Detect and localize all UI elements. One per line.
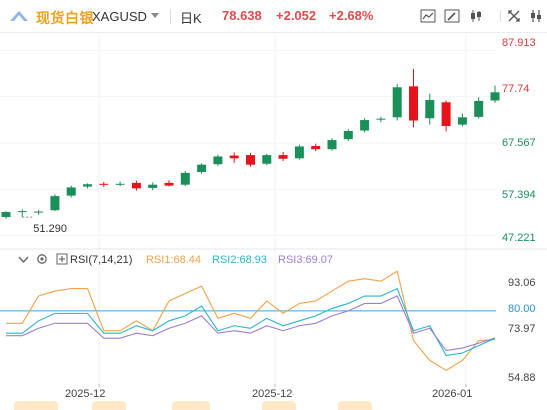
draw-button[interactable]	[442, 7, 462, 25]
rsi-tick-label: 93.06	[508, 277, 536, 289]
period-selector[interactable]: 日K	[180, 11, 202, 26]
add-indicator-icon[interactable]	[56, 253, 68, 265]
candle-body	[148, 184, 158, 188]
rsi-legend: RSI(7,14,21) RSI1:68.44 RSI2:68.93 RSI3:…	[0, 250, 547, 270]
bottom-tab[interactable]	[338, 401, 372, 410]
toolbar-divider	[500, 10, 501, 22]
y-tick-label: 87.913	[502, 37, 536, 49]
fullscreen-icon	[508, 10, 520, 22]
y-tick-label: 77.74	[502, 83, 530, 95]
candle-body	[327, 140, 337, 150]
bottom-tab[interactable]	[92, 401, 126, 410]
collapse-icon[interactable]	[18, 255, 29, 265]
fullscreen-button[interactable]	[504, 7, 524, 25]
bottom-tab[interactable]	[262, 401, 296, 410]
rsi-tick-label: 54.88	[508, 372, 536, 384]
candle-body	[197, 164, 207, 172]
rsi3-value: RSI3:69.07	[278, 254, 334, 266]
x-tick-label: 2025-12	[65, 388, 106, 400]
candle-body	[246, 155, 255, 165]
chevron-down-icon[interactable]	[151, 13, 159, 18]
rsi-series-line	[6, 295, 496, 352]
candle-body	[311, 146, 321, 150]
gear-icon[interactable]	[36, 253, 48, 265]
candle-body	[164, 182, 174, 186]
candle-body	[180, 172, 190, 185]
rsi-ref-label: 80.00	[508, 303, 536, 315]
low-annotation: 51.290	[33, 223, 67, 235]
candle-body	[425, 100, 435, 119]
candle-body	[17, 211, 27, 213]
candle-body	[229, 155, 239, 159]
candle-body	[409, 86, 418, 121]
candle-body	[213, 156, 223, 165]
candle-body	[66, 187, 76, 196]
candle-body	[360, 120, 370, 131]
candle-type-icon	[471, 10, 481, 22]
y-tick-label: 57.394	[502, 189, 536, 201]
rsi-series-line	[6, 270, 496, 372]
symbol-selector[interactable]: XAGUSD	[92, 9, 147, 24]
candle-body	[83, 184, 92, 187]
x-tick-label: 2026-01	[432, 388, 473, 400]
y-tick-label: 47.221	[502, 232, 536, 244]
candle-type-button[interactable]	[466, 7, 486, 25]
candle-body	[115, 183, 125, 185]
settings-button[interactable]	[526, 7, 546, 25]
last-price: 78.638	[222, 8, 262, 23]
bottom-tab[interactable]	[172, 401, 210, 410]
top-toolbar: 现货白银 XAGUSD 日K 78.638 +2.052 +2.68%	[0, 0, 547, 33]
logo-icon	[10, 11, 28, 21]
candle-body	[262, 155, 272, 164]
candle-body	[131, 182, 141, 189]
rsi-label: RSI(7,14,21)	[70, 254, 133, 266]
candle-body	[441, 102, 451, 126]
candle-body	[34, 211, 44, 213]
price-change: +2.052	[276, 8, 317, 23]
toolbar-divider	[170, 9, 171, 24]
draw-pen-icon	[444, 9, 460, 23]
candle-body	[50, 196, 60, 211]
candle-body	[457, 117, 467, 125]
rsi2-value: RSI2:68.93	[212, 254, 268, 266]
candle-body	[99, 183, 109, 185]
x-tick-label: 2025-12	[252, 388, 293, 400]
settings-icon	[531, 10, 541, 22]
rsi-series-line	[6, 287, 496, 357]
candle-body	[474, 100, 484, 117]
candle-body	[278, 155, 288, 159]
price-change-pct: +2.68%	[329, 8, 374, 23]
bottom-tab[interactable]	[14, 401, 58, 410]
candle-body	[294, 146, 304, 159]
candle-body	[392, 87, 402, 118]
rsi-tick-label: 73.97	[508, 323, 536, 335]
instrument-name: 现货白银	[36, 10, 94, 26]
candle-body	[490, 92, 500, 101]
candle-body	[343, 130, 353, 140]
candle-body	[376, 118, 386, 120]
candle-body	[1, 212, 11, 218]
y-tick-label: 67.567	[502, 137, 536, 149]
line-chart-button[interactable]	[418, 7, 438, 25]
line-chart-icon	[420, 9, 436, 23]
rsi1-value: RSI1:68.44	[146, 254, 202, 266]
